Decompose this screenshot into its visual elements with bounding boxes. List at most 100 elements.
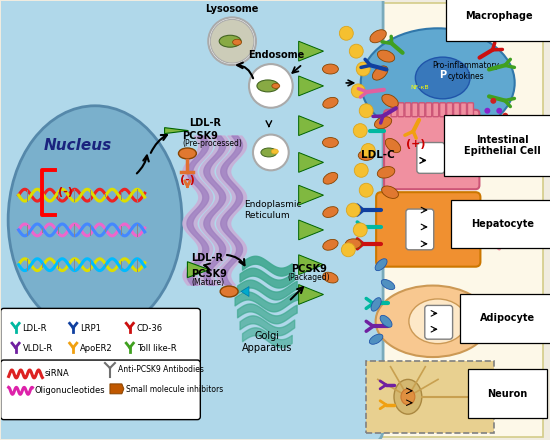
Text: LDL-C: LDL-C [361,150,395,161]
Text: VLDL-R: VLDL-R [23,344,53,352]
FancyBboxPatch shape [398,103,404,117]
Ellipse shape [415,57,470,99]
Text: (Pre-processed): (Pre-processed) [183,139,243,148]
Ellipse shape [375,259,387,271]
Text: Neuron: Neuron [487,389,527,399]
Ellipse shape [323,172,338,184]
Ellipse shape [358,150,374,161]
FancyBboxPatch shape [1,360,200,420]
Circle shape [339,26,353,40]
Ellipse shape [323,137,338,148]
Ellipse shape [323,239,338,250]
Ellipse shape [401,389,415,405]
Text: NF-κB: NF-κB [410,85,429,90]
Ellipse shape [377,167,395,178]
FancyBboxPatch shape [366,361,494,433]
Circle shape [502,113,508,119]
Ellipse shape [375,117,392,128]
FancyBboxPatch shape [433,103,439,117]
Ellipse shape [219,35,241,47]
Ellipse shape [323,97,338,109]
Ellipse shape [377,50,395,62]
Circle shape [346,203,360,217]
Circle shape [354,163,368,177]
Ellipse shape [370,334,383,344]
Circle shape [485,108,491,114]
Text: LDL-R: LDL-R [23,324,47,333]
Text: LRP1: LRP1 [80,324,101,333]
FancyBboxPatch shape [0,0,383,440]
Circle shape [485,128,491,134]
Ellipse shape [220,286,238,297]
Ellipse shape [386,139,401,153]
Text: PCSK9: PCSK9 [290,264,327,274]
FancyBboxPatch shape [417,143,444,173]
Circle shape [491,118,496,124]
Circle shape [342,243,355,257]
Ellipse shape [233,39,241,45]
Text: Golgi
Apparatus: Golgi Apparatus [241,331,292,353]
Circle shape [496,123,502,128]
Circle shape [253,135,289,170]
Circle shape [349,44,363,58]
FancyBboxPatch shape [406,209,434,250]
Circle shape [351,84,365,98]
Ellipse shape [382,94,398,107]
Text: CD-36: CD-36 [137,324,163,333]
Ellipse shape [382,186,398,198]
Text: Endoplasmic
Reticulum: Endoplasmic Reticulum [244,200,301,220]
Text: Macrophage: Macrophage [465,11,533,22]
FancyBboxPatch shape [391,103,397,117]
Ellipse shape [376,286,490,357]
Text: (-): (-) [180,175,195,185]
Polygon shape [299,255,323,275]
Circle shape [353,223,367,237]
Text: Pro-inflammatory
cytokines: Pro-inflammatory cytokines [432,61,499,81]
Ellipse shape [8,106,182,334]
Ellipse shape [272,84,280,88]
Polygon shape [164,128,189,134]
Circle shape [359,104,373,118]
FancyBboxPatch shape [376,192,480,267]
Ellipse shape [345,239,361,249]
Text: Oligonucleotides: Oligonucleotides [35,386,105,395]
Ellipse shape [361,28,515,138]
Polygon shape [299,185,323,205]
Circle shape [356,62,370,76]
FancyBboxPatch shape [412,103,418,117]
Polygon shape [188,262,209,278]
Ellipse shape [372,66,388,80]
Text: (+): (+) [406,139,426,149]
Ellipse shape [323,64,338,74]
Text: Intestinal
Epithelial Cell: Intestinal Epithelial Cell [464,135,541,156]
Text: siRNA: siRNA [45,370,69,378]
FancyBboxPatch shape [460,103,466,117]
Polygon shape [299,153,323,172]
Text: Hepatocyte: Hepatocyte [471,219,534,229]
FancyBboxPatch shape [426,103,432,117]
FancyBboxPatch shape [439,103,446,117]
Polygon shape [110,384,124,394]
Ellipse shape [409,299,466,344]
Text: Nucleus: Nucleus [44,138,112,153]
FancyBboxPatch shape [384,110,480,189]
Ellipse shape [370,30,386,43]
Circle shape [359,183,373,197]
Text: LDL-R: LDL-R [191,253,223,263]
FancyBboxPatch shape [405,103,411,117]
FancyBboxPatch shape [419,103,425,117]
Polygon shape [299,76,323,96]
Polygon shape [299,285,323,304]
FancyBboxPatch shape [1,308,200,364]
Circle shape [353,124,367,138]
Text: P: P [439,70,446,80]
Text: Lysosome: Lysosome [205,4,259,15]
Circle shape [496,108,502,114]
Text: LDL-R: LDL-R [189,117,222,128]
Ellipse shape [271,149,278,154]
Ellipse shape [380,315,392,327]
FancyBboxPatch shape [366,4,543,436]
Ellipse shape [261,148,277,157]
Circle shape [361,143,375,158]
Ellipse shape [381,279,395,290]
